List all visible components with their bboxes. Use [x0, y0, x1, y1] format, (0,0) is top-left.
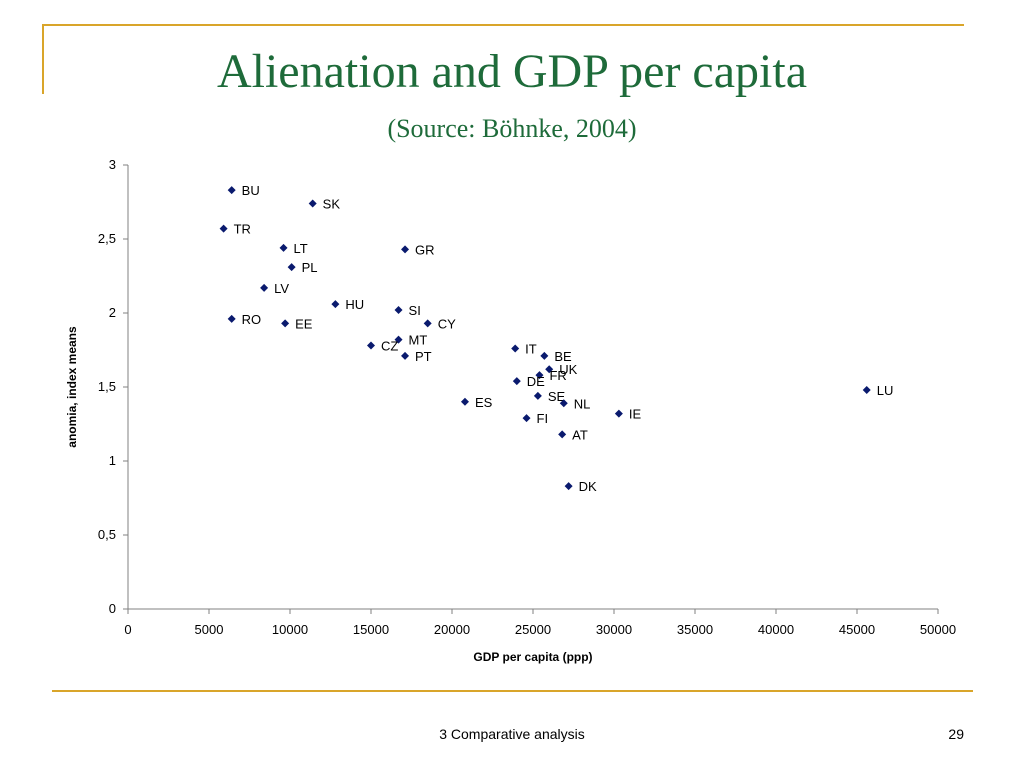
- page-number: 29: [948, 726, 964, 742]
- data-label-ee: EE: [295, 316, 313, 331]
- data-point-se: [533, 391, 542, 400]
- data-point-es: [460, 397, 469, 406]
- data-point-uk: [545, 365, 554, 374]
- x-tick-label: 0: [124, 622, 131, 637]
- data-point-cy: [423, 319, 432, 328]
- data-point-be: [540, 351, 549, 360]
- data-point-ee: [281, 319, 290, 328]
- y-tick-label: 2: [109, 305, 116, 320]
- data-label-at: AT: [572, 427, 588, 442]
- frame-bottom-rule: [52, 690, 973, 692]
- x-tick-label: 15000: [353, 622, 389, 637]
- data-label-gr: GR: [415, 242, 435, 257]
- data-point-pl: [287, 263, 296, 272]
- data-label-sk: SK: [323, 196, 341, 211]
- x-tick-label: 45000: [839, 622, 875, 637]
- scatter-chart: 0 0,5 1 1,5 2 2,5 3 0 5000 10000 15000 20000 25000 30…: [65, 157, 956, 664]
- frame-left-rule: [42, 24, 44, 94]
- data-point-gr: [401, 245, 410, 254]
- y-axis-title: anomia, index means: [65, 326, 79, 448]
- x-tick-label: 30000: [596, 622, 632, 637]
- y-tick-label: 0: [109, 601, 116, 616]
- data-label-fr: FR: [549, 368, 566, 383]
- data-label-fi: FI: [537, 411, 549, 426]
- data-label-cz: CZ: [381, 339, 398, 354]
- data-label-be: BE: [554, 349, 572, 364]
- data-point-dk: [564, 482, 573, 491]
- slide-footer: 3 Comparative analysis: [439, 726, 585, 742]
- data-label-bu: BU: [242, 183, 260, 198]
- x-tick-label: 50000: [920, 622, 956, 637]
- frame-top-rule: [42, 24, 964, 26]
- data-point-tr: [219, 224, 228, 233]
- data-point-de: [512, 377, 521, 386]
- data-label-es: ES: [475, 395, 493, 410]
- data-label-tr: TR: [234, 222, 251, 237]
- y-tick-label: 1: [109, 453, 116, 468]
- x-tick-label: 5000: [195, 622, 224, 637]
- x-tick-label: 35000: [677, 622, 713, 637]
- data-label-lt: LT: [294, 241, 308, 256]
- data-point-sk: [308, 199, 317, 208]
- data-label-nl: NL: [574, 396, 591, 411]
- data-point-lu: [862, 385, 871, 394]
- data-point-lt: [279, 243, 288, 252]
- y-tick-label: 2,5: [98, 231, 116, 246]
- data-point-mt: [394, 335, 403, 344]
- y-tick-label: 1,5: [98, 379, 116, 394]
- y-tick-label: 0,5: [98, 527, 116, 542]
- data-point-it: [511, 344, 520, 353]
- data-point-cz: [367, 341, 375, 350]
- data-label-ie: IE: [629, 407, 642, 422]
- data-label-lu: LU: [877, 383, 894, 398]
- data-point-hu: [331, 300, 340, 309]
- data-point-ro: [227, 314, 236, 323]
- data-point-fi: [522, 414, 531, 423]
- data-label-dk: DK: [579, 479, 597, 494]
- slide-subtitle: (Source: Böhnke, 2004): [387, 114, 637, 143]
- data-label-hu: HU: [345, 297, 364, 312]
- y-tick-label: 3: [109, 157, 116, 172]
- data-label-ro: RO: [242, 312, 262, 327]
- data-point-si: [394, 306, 403, 315]
- data-point-pt: [401, 351, 410, 360]
- data-label-pt: PT: [415, 349, 432, 364]
- data-label-cy: CY: [438, 316, 456, 331]
- x-axis-title: GDP per capita (ppp): [473, 650, 592, 664]
- data-label-de: DE: [527, 374, 545, 389]
- slide-title: Alienation and GDP per capita: [216, 45, 808, 98]
- data-label-lv: LV: [274, 281, 289, 296]
- data-point-at: [558, 430, 567, 439]
- data-point-fr: [535, 371, 544, 380]
- x-tick-label: 25000: [515, 622, 551, 637]
- data-point-lv: [260, 283, 269, 292]
- data-label-mt: MT: [409, 333, 428, 348]
- data-label-uk: UK: [559, 362, 577, 377]
- data-label-it: IT: [525, 342, 537, 357]
- data-label-se: SE: [548, 389, 566, 404]
- x-tick-label: 10000: [272, 622, 308, 637]
- data-label-si: SI: [409, 303, 421, 318]
- data-point-ie: [614, 409, 623, 418]
- x-tick-label: 20000: [434, 622, 470, 637]
- data-point-nl: [559, 399, 568, 408]
- data-label-pl: PL: [302, 260, 318, 275]
- x-tick-label: 40000: [758, 622, 794, 637]
- data-point-bu: [227, 186, 236, 195]
